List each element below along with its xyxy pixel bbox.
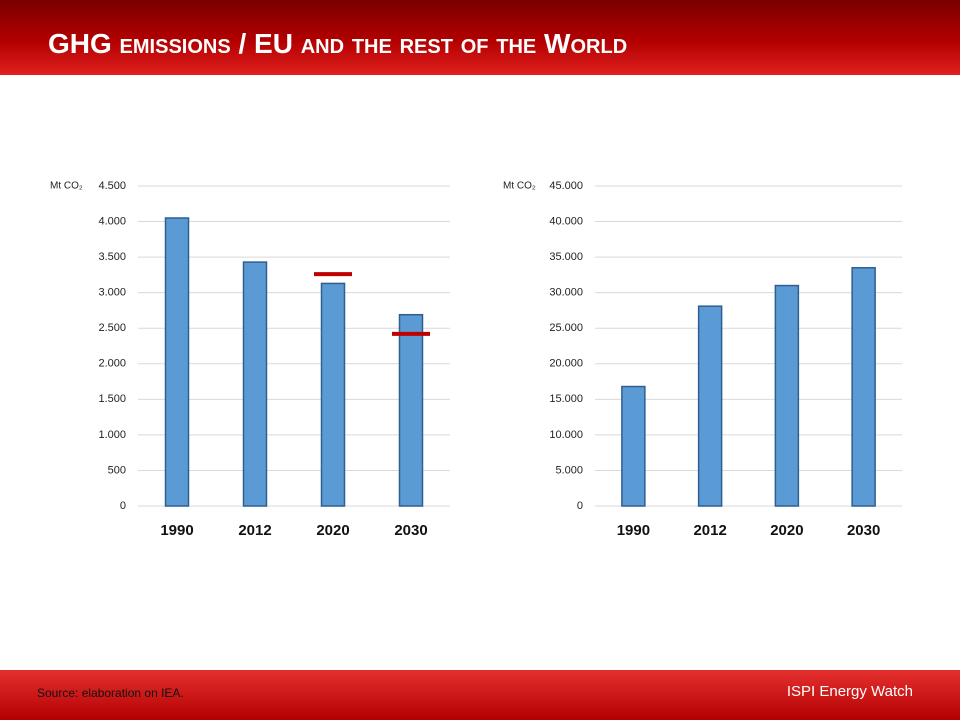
brand: ISPI Energy Watch	[786, 683, 913, 700]
x-tick-label: 1990	[617, 522, 650, 539]
y-tick-label: 3.000	[98, 287, 126, 299]
x-tick-label: 1990	[160, 522, 193, 539]
y-tick-label: 1.000	[98, 429, 126, 441]
x-tick-label: 2012	[238, 522, 271, 539]
bar	[164, 217, 190, 507]
y-tick-label: 30.000	[549, 287, 583, 299]
y-axis-label: Mt CO₂	[50, 181, 83, 192]
y-tick-label: 15.000	[549, 393, 583, 405]
header: GHG emissions / EU and the rest of the W…	[0, 0, 960, 75]
source-note: Source: elaboration on IEA.	[37, 686, 184, 700]
y-tick-label: 45.000	[549, 180, 583, 192]
y-tick-label: 2.000	[98, 358, 126, 370]
bar	[621, 385, 646, 507]
y-axis-label: Mt CO₂	[503, 181, 536, 192]
y-tick-label: 0	[577, 500, 583, 512]
y-tick-label: 1.500	[98, 393, 126, 405]
y-tick-label: 40.000	[549, 215, 583, 227]
x-tick-label: 2030	[847, 522, 880, 539]
y-tick-label: 500	[108, 464, 126, 476]
y-tick-label: 35.000	[549, 251, 583, 263]
x-tick-label: 2012	[693, 522, 726, 539]
bar	[398, 313, 424, 507]
y-tick-label: 4.500	[98, 180, 126, 192]
bar	[697, 305, 723, 507]
bar	[851, 267, 876, 507]
y-tick-label: 10.000	[549, 429, 583, 441]
slide-title: GHG emissions / EU and the rest of the W…	[48, 28, 628, 59]
footer: Source: elaboration on IEA. ISPI Energy …	[0, 670, 960, 720]
y-tick-label: 4.000	[98, 215, 126, 227]
y-tick-label: 0	[120, 500, 126, 512]
y-tick-label: 3.500	[98, 251, 126, 263]
bar	[320, 282, 346, 507]
y-tick-label: 20.000	[549, 358, 583, 370]
x-tick-label: 2020	[770, 522, 803, 539]
y-tick-label: 5.000	[555, 464, 583, 476]
x-tick-label: 2020	[316, 522, 349, 539]
y-tick-label: 2.500	[98, 322, 126, 334]
y-tick-label: 25.000	[549, 322, 583, 334]
bar	[242, 261, 268, 507]
bar	[774, 284, 800, 507]
x-tick-label: 2030	[394, 522, 427, 539]
